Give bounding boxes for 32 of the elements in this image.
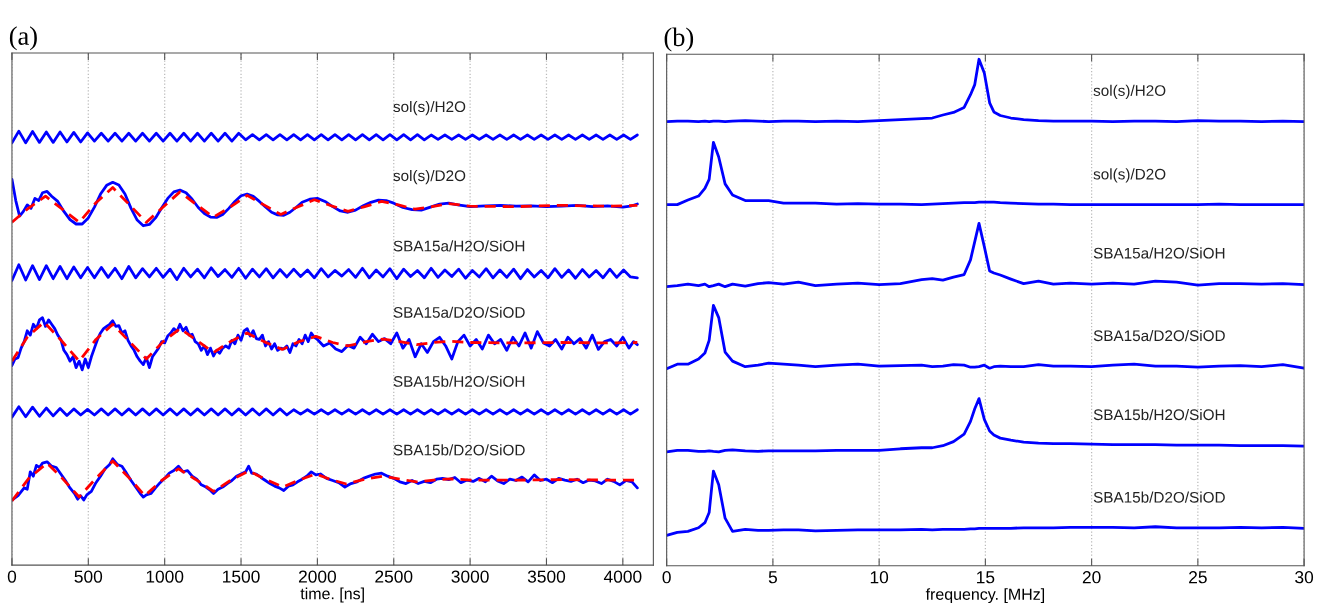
x-tick-label: 2000 [298,570,337,583]
x-tick-label: 1500 [223,570,260,583]
x-tick-label: 4000 [603,570,642,583]
x-tick-label: 1000 [146,570,184,583]
series-label: sol(s)/H2O [1093,84,1166,100]
x-tick-label: 3000 [451,570,489,583]
x-tick-label: 500 [74,570,103,583]
series-label: SBA15a/H2O/SiOH [1093,247,1225,259]
x-tick-label: 20 [1082,571,1101,584]
series-label: sol(s)/H2O [393,100,466,116]
x-tick-label: 30 [1295,571,1314,584]
series-label: SBA15b/H2O/SiOH [393,375,525,387]
x-tick-label: 10 [870,571,889,584]
x-tick-label: 25 [1189,571,1207,584]
x-tick-label: 15 [977,571,995,584]
series-label: SBA15b/D2O/SiOD [1093,491,1225,503]
series-label: SBA15a/H2O/SiOH [393,240,525,252]
x-tick-label: 5 [768,571,777,584]
x-axis-title: time. [ns] [300,587,364,603]
x-tick-label: 0 [662,571,671,584]
series-label: sol(s)/D2O [1093,168,1166,183]
series-label: SBA15b/D2O/SiOD [393,444,525,456]
x-tick-label: 0 [7,570,17,583]
series-label: sol(s)/D2O [393,169,466,185]
chart-title: (b) [664,27,694,52]
series-label: SBA15a/D2O/SiOD [1093,329,1225,342]
x-tick-label: 2500 [375,570,413,583]
x-tick-label: 3500 [527,570,566,583]
series-label: SBA15a/D2O/SiOD [393,306,525,318]
chart-title: (a) [9,26,37,51]
series-label: SBA15b/H2O/SiOH [1093,408,1225,421]
x-axis-title: frequency. [MHz] [925,588,1045,604]
